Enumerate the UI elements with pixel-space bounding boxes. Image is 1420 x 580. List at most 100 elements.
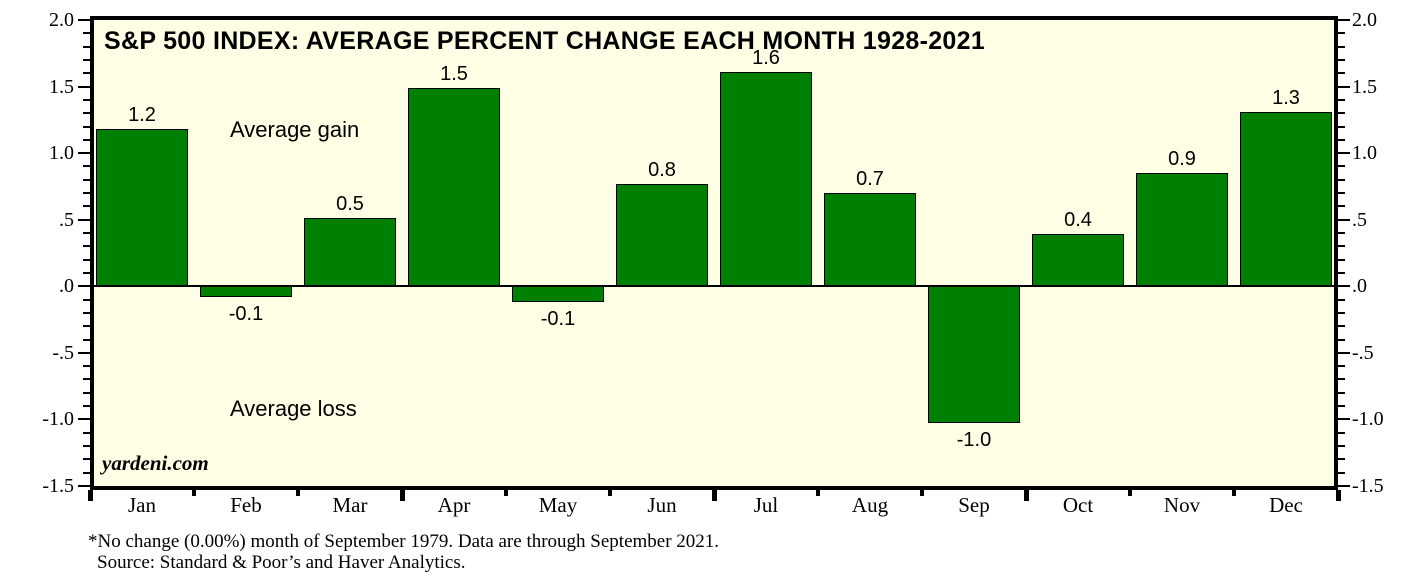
footnote: *No change (0.00%) month of September 19…	[88, 531, 719, 573]
y-tick-right	[1338, 431, 1345, 434]
y-tick-left	[83, 325, 90, 328]
x-tick-label-jan: Jan	[128, 493, 156, 517]
y-tick-right	[1338, 152, 1350, 155]
y-tick-right	[1338, 351, 1350, 354]
y-tick-left	[83, 405, 90, 408]
y-tick-right	[1338, 85, 1350, 88]
x-tick-label-jun: Jun	[647, 493, 677, 517]
y-tick-right	[1338, 125, 1345, 128]
bar-value-nov: 0.9	[1168, 148, 1196, 171]
bar-value-aug: 0.7	[856, 168, 884, 191]
y-tick-left	[78, 19, 90, 21]
y-tick-left	[83, 205, 90, 208]
y-tick-left	[83, 338, 90, 341]
y-tick-left	[83, 58, 90, 61]
y-tick-right	[1338, 232, 1345, 235]
watermark-yardeni: yardeni.com	[102, 451, 209, 475]
y-axis-label-left: -1.5	[42, 475, 74, 497]
y-axis-label-right: 1.0	[1352, 142, 1377, 165]
y-tick-left	[83, 72, 90, 75]
y-tick-left	[83, 391, 90, 394]
y-tick-left	[78, 285, 90, 288]
y-tick-right	[1338, 471, 1345, 474]
y-tick-right	[1338, 298, 1345, 301]
bar-oct	[1032, 234, 1124, 287]
x-tick-label-mar: Mar	[332, 493, 368, 517]
bar-nov	[1136, 173, 1228, 287]
chart-title: S&P 500 INDEX: AVERAGE PERCENT CHANGE EA…	[104, 27, 986, 55]
y-axis-label-left: 1.0	[49, 142, 74, 165]
y-tick-right	[1338, 112, 1345, 115]
x-tick	[920, 490, 924, 496]
y-axis-label-right: .0	[1352, 275, 1367, 298]
y-tick-right	[1338, 418, 1350, 421]
bar-value-feb: -0.1	[228, 302, 264, 325]
bar-feb	[200, 286, 292, 297]
bar-apr	[408, 87, 500, 287]
y-tick-left	[83, 125, 90, 128]
y-tick-right	[1338, 325, 1345, 328]
y-tick-left	[83, 45, 90, 48]
y-tick-right	[1338, 485, 1350, 487]
y-tick-right	[1338, 138, 1345, 141]
bar-value-may: -0.1	[540, 308, 576, 331]
y-tick-right	[1338, 365, 1345, 368]
y-tick-left	[78, 418, 90, 421]
y-tick-left	[83, 445, 90, 448]
y-tick-left	[83, 245, 90, 248]
bar-jul	[720, 71, 812, 287]
x-tick	[1335, 490, 1341, 501]
y-tick-left	[83, 271, 90, 274]
bar-value-mar: 0.5	[336, 193, 364, 216]
plot-area	[90, 16, 1338, 490]
y-tick-left	[83, 311, 90, 314]
x-tick	[608, 490, 612, 496]
x-tick	[296, 490, 300, 496]
footnote-line-1: *No change (0.00%) month of September 19…	[88, 531, 720, 552]
y-tick-left	[83, 178, 90, 181]
x-tick-label-nov: Nov	[1163, 493, 1201, 517]
y-axis-label-left: -1.0	[42, 408, 74, 431]
y-tick-right	[1338, 58, 1345, 61]
bar-dec	[1240, 111, 1332, 287]
x-tick-label-dec: Dec	[1269, 493, 1303, 517]
x-tick-label-apr: Apr	[437, 493, 471, 517]
y-axis-label-left: 2.0	[49, 9, 74, 31]
x-tick	[504, 490, 508, 496]
y-tick-right	[1338, 271, 1345, 274]
zero-baseline	[94, 285, 1334, 288]
bar-value-dec: 1.3	[1272, 86, 1300, 109]
y-tick-right	[1338, 178, 1345, 181]
y-tick-right	[1338, 445, 1345, 448]
y-axis-label-left: -.5	[52, 341, 74, 364]
y-tick-left	[83, 458, 90, 461]
y-tick-right	[1338, 218, 1350, 221]
y-tick-left	[83, 258, 90, 261]
y-tick-right	[1338, 165, 1345, 168]
x-tick-label-feb: Feb	[230, 493, 262, 517]
annotation-average-gain: Average gain	[230, 117, 360, 142]
y-tick-left	[78, 351, 90, 354]
y-tick-right	[1338, 72, 1345, 75]
bar-aug	[824, 193, 916, 287]
y-tick-left	[83, 365, 90, 368]
footnote-source: Source: Standard & Poor’s and Haver Anal…	[97, 552, 466, 573]
y-tick-right	[1338, 258, 1345, 261]
y-tick-left	[83, 112, 90, 115]
bar-jun	[616, 183, 708, 287]
y-axis-label-right: 2.0	[1352, 9, 1377, 31]
bar-value-oct: 0.4	[1064, 209, 1092, 232]
y-tick-left	[83, 32, 90, 35]
y-tick-right	[1338, 458, 1345, 461]
bar-may	[512, 286, 604, 303]
y-tick-left	[78, 152, 90, 155]
y-axis-label-left: 1.5	[49, 75, 74, 98]
y-tick-left	[83, 378, 90, 381]
x-tick-label-may: May	[538, 493, 578, 517]
y-axis-label-right: -1.5	[1352, 475, 1384, 497]
y-tick-right	[1338, 205, 1345, 208]
annotation-average-loss: Average loss	[230, 396, 357, 421]
y-axis-label-right: 1.5	[1352, 75, 1377, 98]
x-tick	[87, 490, 93, 501]
y-tick-left	[78, 85, 90, 88]
